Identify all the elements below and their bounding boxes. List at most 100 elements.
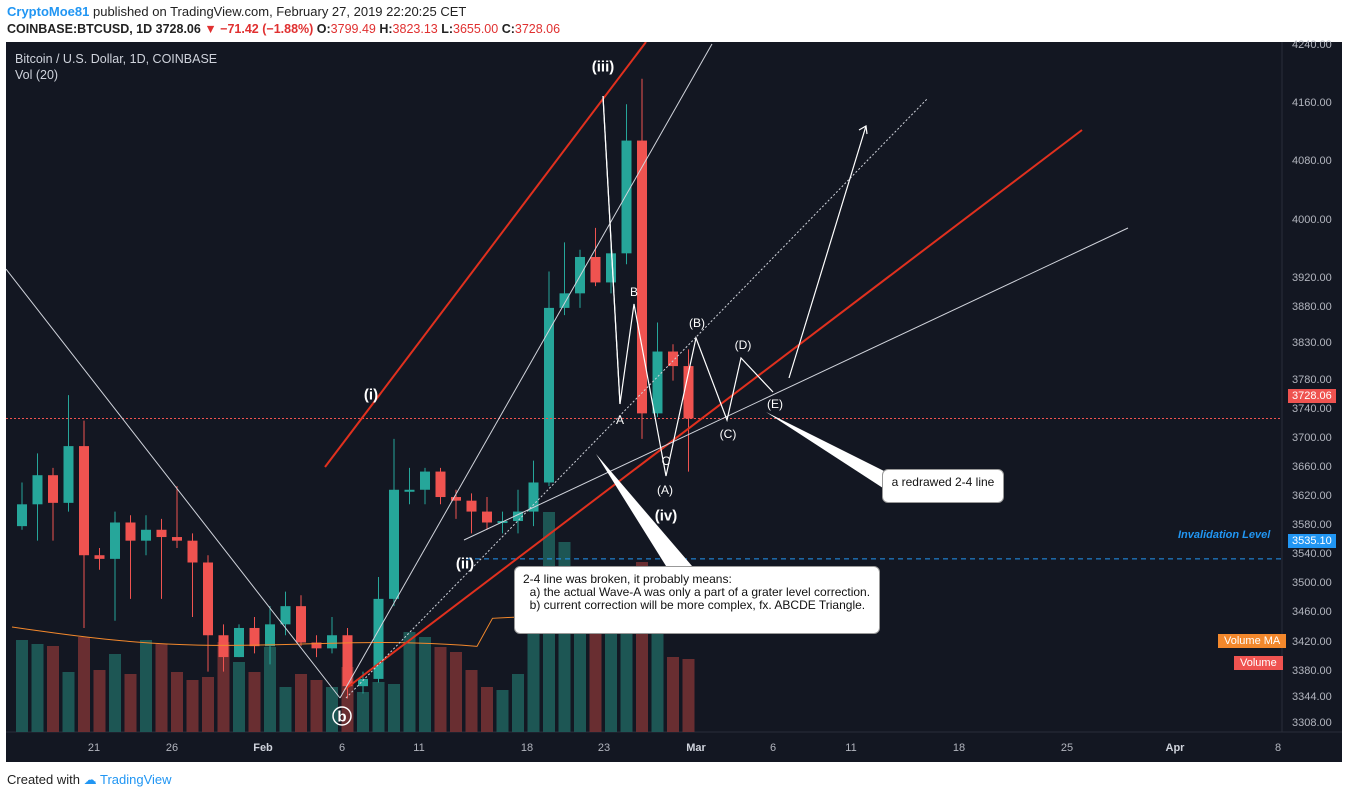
candle-body [668,351,678,367]
tradingview-logo-icon[interactable]: ☁ [83,772,97,787]
volume-bar [605,622,617,732]
candle-body [358,678,368,687]
candle-body [79,446,89,556]
candle-body [652,351,663,414]
wave-C-label: C [661,454,671,468]
volume-bar [434,647,447,732]
callout-redraw: a redrawed 2-4 line [882,469,1004,503]
arrow-head-icon [858,125,868,135]
price-tick: 3380.00 [1292,664,1332,677]
volume-bar [465,670,478,732]
price-tick: 4160.00 [1292,97,1332,110]
candle-body [544,307,554,483]
candle-body [94,555,105,559]
open-value: 3799.49 [330,22,376,36]
volume-bar [419,637,431,732]
price-tick: 3700.00 [1292,431,1332,444]
chart-area[interactable] [5,41,1342,762]
volume-bar [372,682,385,732]
volume-bar [512,674,524,732]
candle-body [559,293,570,308]
volume-ma-badge: Volume MA [1218,634,1287,648]
volume-bar [155,644,168,732]
footer: Created with ☁ TradingView [7,772,172,788]
ohlc-header: COINBASE:BTCUSD, 1D 3728.06 ▼ −71.42 (−1… [7,22,560,36]
projection-arrow [788,125,867,379]
candle-body [435,471,446,498]
wave-A-label: A [615,413,625,427]
price-tick: 3460.00 [1292,606,1332,619]
volume-bar [481,687,493,732]
price-tick: 3500.00 [1292,577,1332,590]
last-price-badge: 3728.06 [1288,389,1336,403]
candle-body [404,489,415,492]
footer-brand[interactable]: TradingView [100,772,172,787]
callout-pointer-redraw [766,412,886,490]
candle-body [125,522,136,541]
symbol-text: COINBASE:BTCUSD, 1D [7,22,153,36]
price-tick: 4000.00 [1292,213,1332,226]
wave-pE-label: (E) [767,397,783,411]
close-value: 3728.06 [514,22,561,36]
time-tick: 11 [845,742,857,754]
volume-bar [357,692,369,732]
low-label: L: [441,22,454,36]
legend-title: Bitcoin / U.S. Dollar, 1D, COINBASE [15,52,218,66]
invalidation-label: Invalidation Level [1178,529,1271,541]
wave-pA-label: (A) [657,483,673,497]
candle-body [203,562,213,636]
rising-line [339,43,713,699]
time-tick: 23 [597,742,611,754]
volume-bar [682,659,695,732]
candle-body [187,540,198,563]
candle-body [327,635,337,649]
candle-body [280,606,291,625]
volume-bar [186,680,199,732]
candle-body [172,537,182,541]
author-link[interactable]: CryptoMoe81 [7,4,90,19]
candle-body [110,522,120,559]
candle-body [48,475,58,503]
wave-i-label: (i) [363,386,379,404]
candle-body [482,511,492,523]
candle-body [141,529,151,541]
volume-bar [124,674,137,732]
price-tick: 3308.00 [1292,717,1332,729]
time-tick: 21 [87,742,101,754]
high-value: 3823.13 [392,22,438,36]
price-tick: 3620.00 [1292,490,1332,503]
volume-bar [248,672,261,732]
candle-body [17,504,27,527]
price-tick: 3830.00 [1292,337,1332,350]
chart-canvas[interactable] [5,41,1342,762]
price-tick: 4240.00 [1292,39,1332,51]
invalidation-price-badge: 3535.10 [1288,534,1336,548]
price-tick: 3660.00 [1292,460,1332,473]
dotted-2-4-line [345,97,929,699]
price-tick: 3344.00 [1292,690,1332,703]
candle-body [606,253,616,283]
candle-body [342,635,353,687]
wave-B-label: B [629,285,639,299]
volume-bar [109,654,121,732]
callout-pointer [596,454,692,566]
open-label: O: [316,22,331,36]
wave-impulse [602,95,621,405]
volume-bar [171,672,183,732]
candle-body [373,598,384,679]
volume-bar [217,642,230,732]
candle-body [311,642,322,649]
candle-body [420,471,430,490]
price-tick: 3420.00 [1292,635,1332,648]
candle-body [466,500,477,512]
volume-bar [295,674,307,732]
chart-legend: Bitcoin / U.S. Dollar, 1D, COINBASE Vol … [15,52,217,84]
wave-iv-label: (iv) [654,507,678,525]
price-tick: 3580.00 [1292,519,1332,532]
time-tick: Feb [253,742,273,754]
callout-broken-line: 2-4 line was broken, it probably means: … [514,566,880,634]
candle-body [156,529,167,538]
price-tick: 3540.00 [1292,548,1332,561]
time-tick: 18 [952,742,966,754]
volume-bar [140,640,152,732]
